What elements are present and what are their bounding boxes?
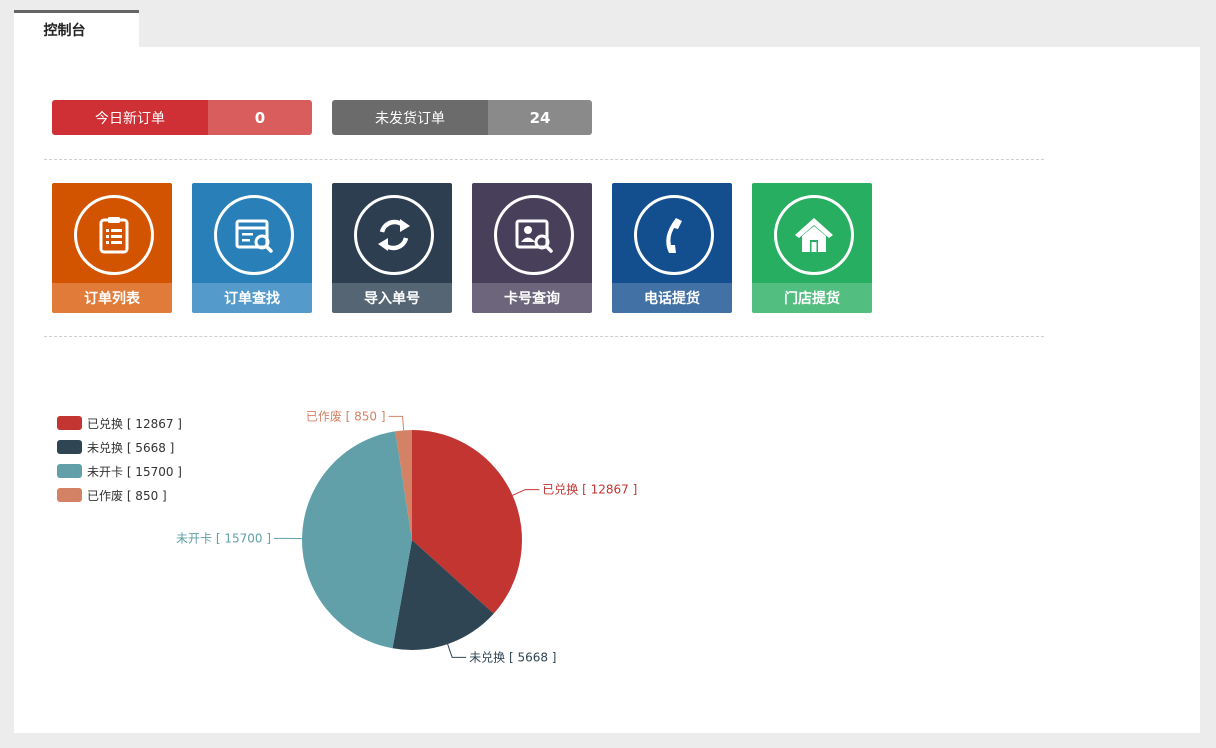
stat-unshipped-orders[interactable]: 未发货订单 24 (332, 100, 592, 135)
tab-dashboard[interactable]: 控制台 (14, 10, 139, 47)
tile-icon-area (192, 183, 312, 283)
tile-icon-area (332, 183, 452, 283)
pie-slice[interactable] (301, 431, 412, 649)
pie-slice[interactable] (412, 430, 522, 614)
legend-swatch (57, 440, 82, 454)
phone-icon (634, 195, 714, 275)
id-card-search-icon (494, 195, 574, 275)
tile-label: 订单列表 (52, 283, 172, 313)
document-search-icon (214, 195, 294, 275)
legend-label: 未兑换 [ 5668 ] (87, 440, 175, 455)
tile-order-search[interactable]: 订单查找 (192, 183, 312, 313)
stat-label: 未发货订单 (332, 100, 488, 135)
tile-icon-area (52, 183, 172, 283)
pie-slice[interactable] (395, 430, 412, 540)
legend-label: 已作废 [ 850 ] (87, 488, 167, 503)
sync-arrows-icon (354, 195, 434, 275)
home-icon (774, 195, 854, 275)
tile-label: 订单查找 (192, 283, 312, 313)
divider (44, 336, 1044, 337)
legend-item[interactable]: 未开卡 [ 15700 ] (57, 463, 182, 479)
tile-import-numbers[interactable]: 导入单号 (332, 183, 452, 313)
legend-swatch (57, 464, 82, 478)
tile-label: 电话提货 (612, 283, 732, 313)
stat-label: 今日新订单 (52, 100, 208, 135)
tile-icon-area (752, 183, 872, 283)
tile-label: 导入单号 (332, 283, 452, 313)
stat-value: 0 (208, 100, 312, 135)
legend-label: 已兑换 [ 12867 ] (87, 416, 182, 431)
tile-order-list[interactable]: 订单列表 (52, 183, 172, 313)
legend-item[interactable]: 已作废 [ 850 ] (57, 487, 167, 503)
tile-label: 卡号查询 (472, 283, 592, 313)
tile-card-query[interactable]: 卡号查询 (472, 183, 592, 313)
tile-label: 门店提货 (752, 283, 872, 313)
clipboard-list-icon (74, 195, 154, 275)
stat-today-new-orders[interactable]: 今日新订单 0 (52, 100, 312, 135)
legend-item[interactable]: 未兑换 [ 5668 ] (57, 439, 174, 455)
legend-item[interactable]: 已兑换 [ 12867 ] (57, 415, 182, 431)
tile-icon-area (612, 183, 732, 283)
pie-slice[interactable] (392, 540, 494, 650)
legend-swatch (57, 488, 82, 502)
divider (44, 159, 1044, 160)
legend-swatch (57, 416, 82, 430)
tile-icon-area (472, 183, 592, 283)
dashboard-panel: 今日新订单 0 未发货订单 24 订单列表 (14, 47, 1200, 733)
tile-phone-pickup[interactable]: 电话提货 (612, 183, 732, 313)
tile-store-pickup[interactable]: 门店提货 (752, 183, 872, 313)
legend-label: 未开卡 [ 15700 ] (87, 464, 182, 479)
stat-value: 24 (488, 100, 592, 135)
